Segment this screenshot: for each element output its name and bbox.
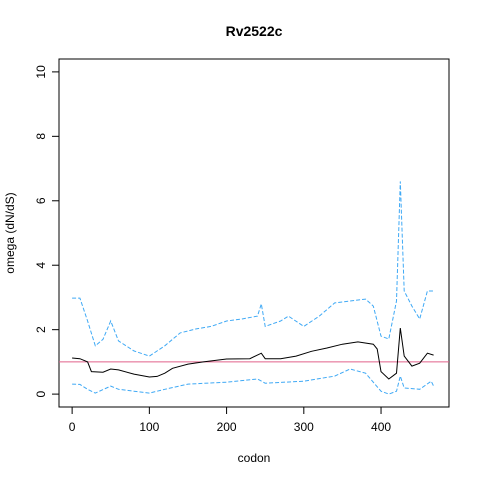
- y-tick-label: 4: [34, 262, 48, 269]
- y-tick-label: 0: [34, 390, 48, 397]
- y-tick-label: 6: [34, 197, 48, 204]
- x-tick-label: 400: [371, 420, 391, 434]
- x-tick-label: 0: [69, 420, 76, 434]
- y-axis-label: omega (dN/dS): [3, 192, 17, 273]
- series-line: [72, 368, 435, 395]
- y-tick-label: 8: [34, 133, 48, 140]
- y-tick-label: 2: [34, 326, 48, 333]
- series-line: [72, 181, 434, 357]
- y-tick-label: 10: [34, 65, 48, 79]
- chart-title: Rv2522c: [226, 23, 283, 39]
- x-tick-label: 100: [139, 420, 159, 434]
- x-tick-label: 200: [217, 420, 237, 434]
- x-axis-label: codon: [238, 451, 271, 465]
- plot-frame: [58, 58, 450, 408]
- x-tick-label: 300: [294, 420, 314, 434]
- series-line: [72, 328, 434, 380]
